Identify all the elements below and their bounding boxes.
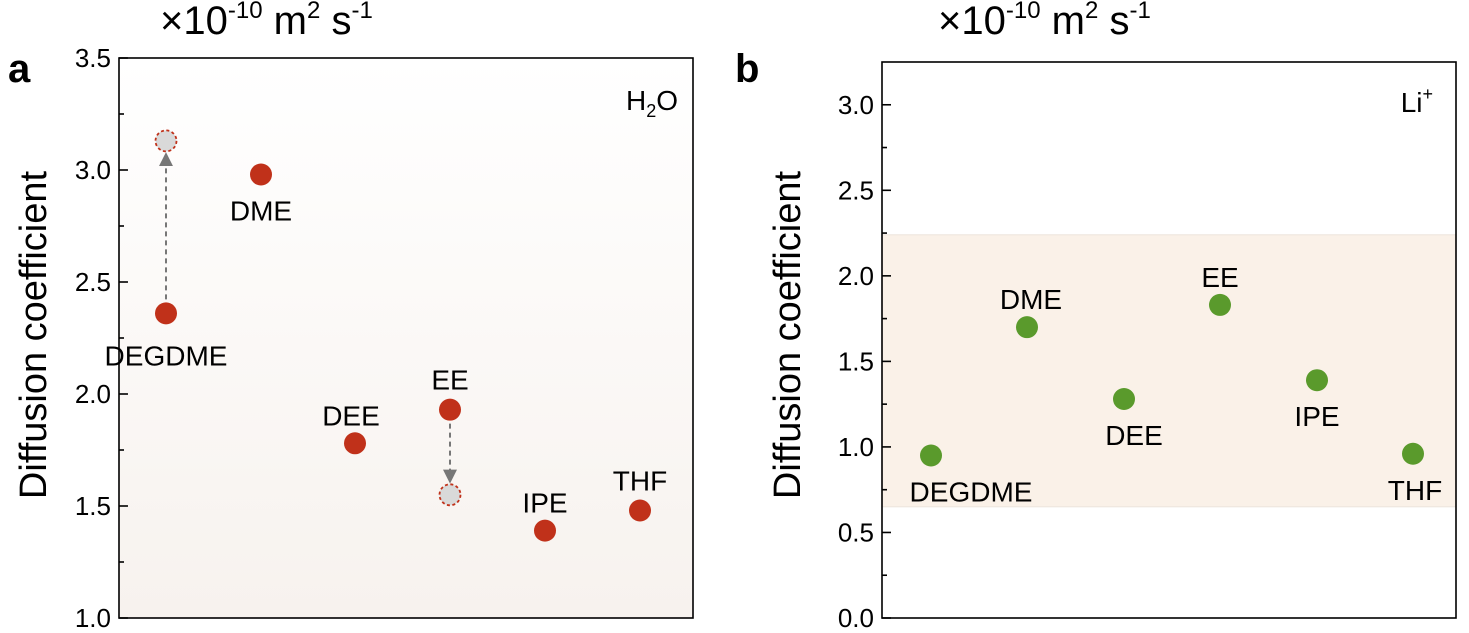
- point-thf: [629, 499, 651, 522]
- panel-a-plot-background: [119, 58, 693, 618]
- panel-a-point-labels: DEGDME DME DEE EE IPE THF: [105, 195, 668, 518]
- panel-b-species-label: Li+: [1401, 84, 1433, 118]
- panel-a-shift-arrows: [154, 129, 462, 507]
- point-degdme: [920, 444, 942, 467]
- panel-b-points: [920, 293, 1424, 467]
- panel-a: a ×10-10 m2 s-1 Diffusion coefficient DE…: [8, 0, 694, 633]
- point-label-thf: THF: [1388, 475, 1442, 506]
- unit-exp: -10: [1006, 0, 1041, 24]
- point-label-ipe: IPE: [522, 488, 567, 519]
- panel-b-letter: b: [735, 47, 759, 91]
- point-label-thf: THF: [613, 465, 667, 496]
- panel-a-letter: a: [8, 47, 31, 91]
- unit-s-exp: -1: [1129, 0, 1150, 24]
- panel-a-ytick-label-3: 2.5: [75, 267, 111, 297]
- panel-b: b ×10-10 m2 s-1 Diffusion coefficient DE…: [735, 0, 1457, 633]
- panel-b-frame: [881, 61, 1457, 619]
- point-label-degdme: DEGDME: [910, 476, 1033, 507]
- panel-a-y-axis: 1.0 1.5 2.0 2.5 3.0 3.5: [75, 43, 128, 633]
- panel-b-shaded-band: [881, 234, 1457, 508]
- ghost-point-degdme: [154, 129, 178, 153]
- panel-a-ytick-label-5: 3.5: [75, 43, 111, 73]
- point-label-degdme: DEGDME: [105, 340, 228, 371]
- point-dme: [250, 163, 272, 186]
- point-label-ee: EE: [1201, 262, 1238, 293]
- unit-s: s: [1098, 0, 1129, 43]
- panel-a-ytick-label-1: 1.5: [75, 491, 111, 521]
- point-label-dme: DME: [1000, 284, 1062, 315]
- unit-base: ×10: [938, 0, 1006, 43]
- unit-m-exp: 2: [1085, 0, 1098, 24]
- point-ipe: [1306, 369, 1328, 392]
- panel-a-frame: [118, 57, 694, 619]
- panel-a-points: [155, 163, 651, 542]
- panel-a-unit-label: ×10-10 m2 s-1: [160, 0, 373, 43]
- point-label-ee: EE: [431, 365, 468, 396]
- panel-a-y-axis-label: Diffusion coefficient: [13, 170, 55, 499]
- point-ipe: [534, 519, 556, 542]
- point-ee: [1209, 293, 1231, 316]
- point-label-dme: DME: [230, 195, 292, 226]
- panel-b-ytick-label-0: 0.0: [838, 603, 874, 633]
- point-label-dee: DEE: [322, 400, 380, 431]
- unit-m: m: [263, 0, 307, 43]
- panel-b-ytick-label-2: 1.0: [838, 432, 874, 462]
- unit-m-exp: 2: [307, 0, 320, 24]
- ghost-point-ee: [438, 483, 462, 507]
- panel-b-ytick-label-4: 2.0: [838, 261, 874, 291]
- panel-b-point-labels: DEGDME DME DEE EE IPE THF: [910, 262, 1443, 508]
- panel-a-ytick-label-2: 2.0: [75, 379, 111, 409]
- panel-b-unit-label: ×10-10 m2 s-1: [938, 0, 1151, 43]
- panel-b-y-axis: 0.0 0.5 1.0 1.5 2.0 2.5 3.0: [838, 90, 891, 633]
- panel-b-ytick-label-6: 3.0: [838, 90, 874, 120]
- panel-b-ytick-label-3: 1.5: [838, 346, 874, 376]
- point-dee: [344, 432, 366, 455]
- point-dee: [1113, 388, 1135, 411]
- point-thf: [1402, 442, 1424, 465]
- panel-a-species-label: H2O: [626, 85, 678, 121]
- panel-b-y-axis-label: Diffusion coefficient: [767, 170, 809, 499]
- panel-b-ytick-label-1: 0.5: [838, 517, 874, 547]
- unit-m: m: [1041, 0, 1085, 43]
- point-degdme: [155, 302, 177, 325]
- unit-base: ×10: [160, 0, 228, 43]
- point-label-dee: DEE: [1105, 420, 1163, 451]
- unit-s-exp: -1: [351, 0, 372, 24]
- point-label-ipe: IPE: [1294, 401, 1339, 432]
- panel-b-ytick-label-5: 2.5: [838, 175, 874, 205]
- panel-a-ytick-label-0: 1.0: [75, 603, 111, 633]
- unit-s: s: [320, 0, 351, 43]
- point-ee: [439, 398, 461, 421]
- panel-a-ytick-label-4: 3.0: [75, 155, 111, 185]
- unit-exp: -10: [228, 0, 263, 24]
- point-dme: [1016, 316, 1038, 339]
